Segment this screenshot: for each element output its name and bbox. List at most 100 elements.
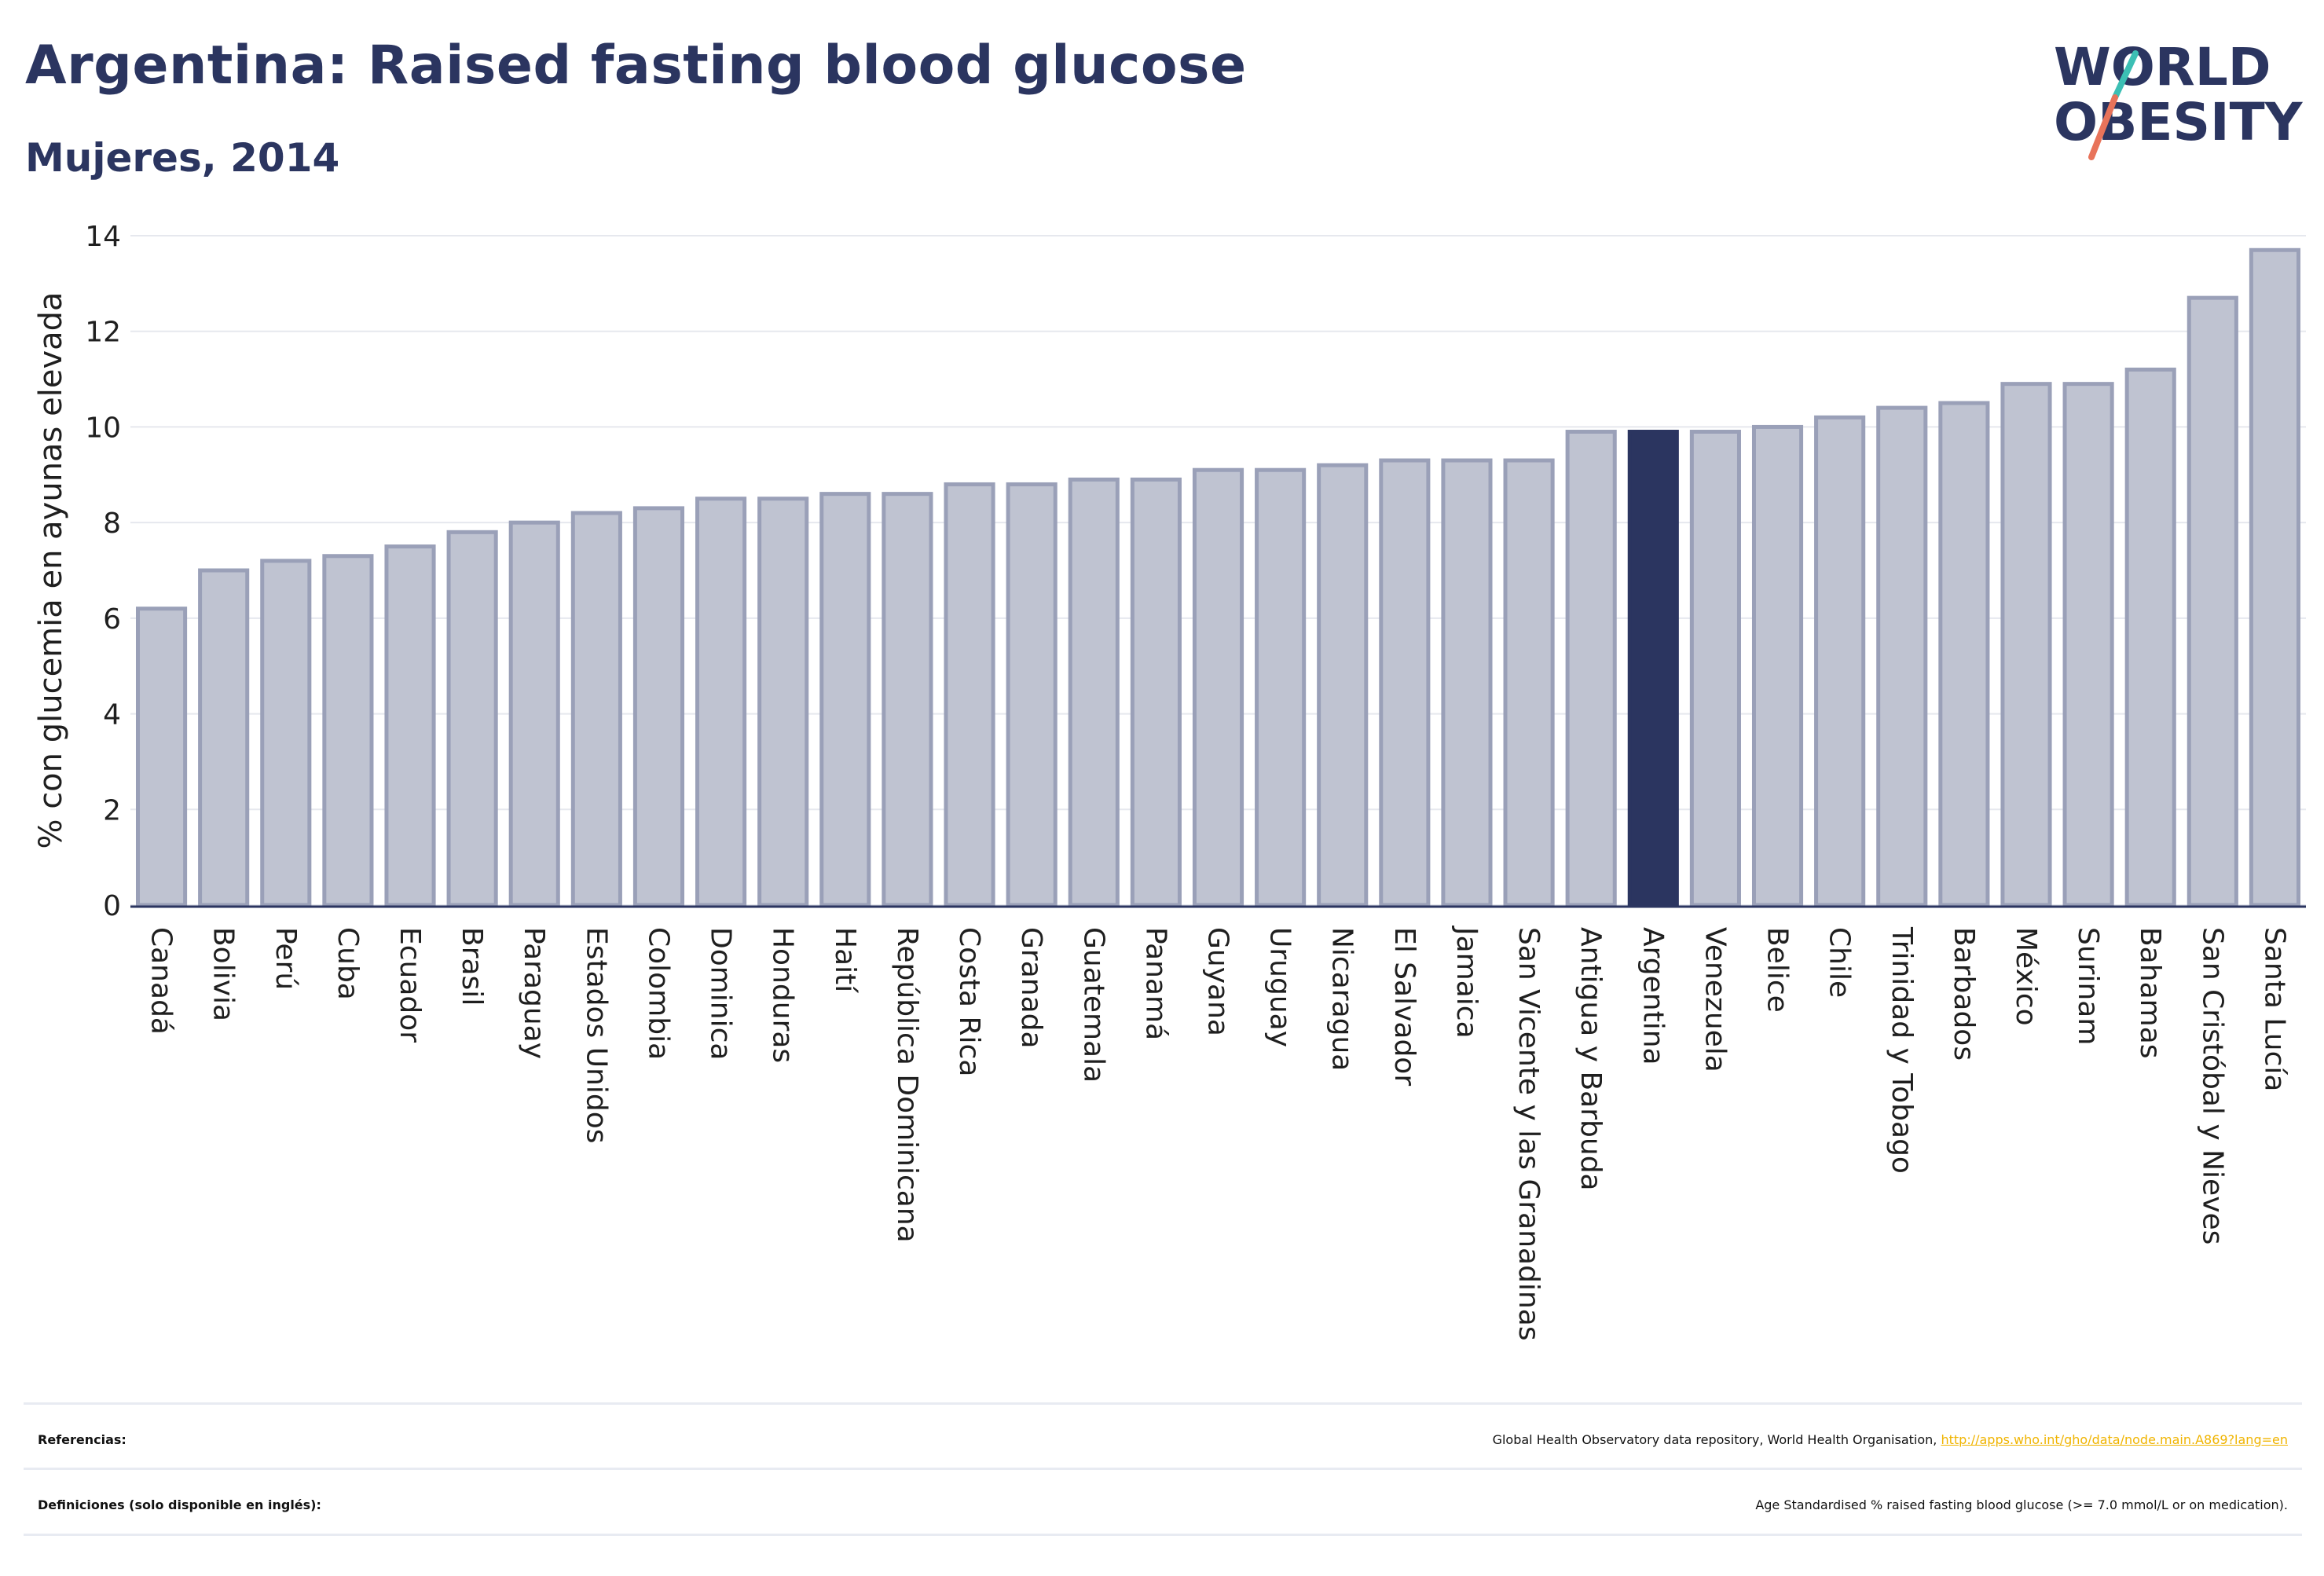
bar <box>819 492 871 907</box>
chart-title: Argentina: Raised fasting blood glucose <box>25 35 1247 97</box>
x-tick-label: Dominica <box>705 927 737 1061</box>
bar <box>570 511 622 907</box>
y-tick-label: 6 <box>103 603 121 636</box>
x-tick-label: Haití <box>829 927 861 993</box>
bar <box>757 497 809 907</box>
x-tick-label: Chile <box>1824 927 1856 998</box>
bar <box>1441 458 1493 907</box>
x-tick-label: Guyana <box>1202 927 1234 1036</box>
x-tick-label: Venezuela <box>1699 927 1731 1072</box>
bar <box>1938 401 1990 907</box>
bar <box>1565 430 1617 907</box>
x-tick-label: Belice <box>1761 927 1794 1013</box>
bar <box>1006 482 1058 907</box>
y-axis-ticks: 0 2 4 6 8 10 12 14 <box>85 221 121 922</box>
x-tick-label: San Cristóbal y Nieves <box>2196 927 2228 1244</box>
bar <box>1068 477 1120 907</box>
references-link[interactable]: http://apps.who.int/gho/data/node.main.A… <box>1941 1431 2288 1447</box>
x-tick-label: Paraguay <box>518 927 550 1059</box>
chart-subtitle: Mujeres, 2014 <box>25 135 340 181</box>
references-value: Global Health Observatory data repositor… <box>1493 1432 2288 1447</box>
y-tick-label: 4 <box>103 699 121 731</box>
x-tick-label: Guatemala <box>1077 927 1109 1083</box>
bar <box>1379 458 1431 907</box>
x-tick-label: Cuba <box>332 927 364 1000</box>
logo-line1: WORLD <box>2054 37 2271 97</box>
bar <box>260 559 312 907</box>
bar <box>198 568 250 907</box>
bar <box>1689 430 1741 907</box>
bar <box>2062 382 2114 907</box>
x-tick-label: Brasil <box>456 927 488 1006</box>
footer-definitions-row: Definiciones (solo disponible en inglés)… <box>24 1473 2302 1536</box>
x-tick-label: Bolivia <box>207 927 240 1021</box>
bar <box>2124 367 2176 907</box>
x-tick-label: Estados Unidos <box>580 927 612 1144</box>
x-tick-label: Canadá <box>145 927 178 1035</box>
x-tick-label: Nicaragua <box>1326 927 1358 1071</box>
x-tick-label: Surinam <box>2072 927 2104 1045</box>
references-text: Global Health Observatory data repositor… <box>1492 1431 1937 1447</box>
x-tick-label: Perú <box>269 927 302 990</box>
x-tick-label: México <box>2010 927 2042 1026</box>
x-tick-label: Antigua y Barbuda <box>1574 927 1607 1191</box>
bar <box>508 520 560 907</box>
bar <box>1751 424 1804 907</box>
bar-layer <box>130 247 2306 908</box>
bar <box>2187 295 2238 907</box>
x-tick-label: República Dominicana <box>891 927 923 1243</box>
definitions-label: Definiciones (solo disponible en inglés)… <box>38 1497 321 1512</box>
bar <box>384 544 436 907</box>
footer-divider-top <box>24 1402 2302 1405</box>
x-tick-label: Uruguay <box>1264 927 1296 1047</box>
x-tick-label: Granada <box>1015 927 1047 1049</box>
bar <box>135 607 188 907</box>
x-axis-ticks: Canadá Bolivia Perú Cuba Ecuador Brasil Paragu… <box>145 925 2291 1341</box>
bar <box>1255 467 1307 907</box>
bar <box>1317 463 1369 907</box>
bar <box>1814 415 1866 907</box>
bar <box>1876 405 1928 907</box>
bar <box>632 506 685 907</box>
references-label: Referencias: <box>38 1431 126 1447</box>
logo-slash-top <box>2112 50 2139 101</box>
bar <box>695 497 747 907</box>
x-tick-label: Argentina <box>1637 927 1669 1065</box>
bar-highlighted <box>1627 430 1679 907</box>
x-tick-label: Trinidad y Tobago <box>1886 926 1918 1174</box>
x-tick-label: Panamá <box>1139 927 1171 1040</box>
y-tick-label: 8 <box>103 508 121 540</box>
bar-chart: 0 2 4 6 8 10 12 14 Canadá Bolivia Perú Cuba Ecuador… <box>33 221 2306 1341</box>
x-tick-label: Honduras <box>767 927 799 1063</box>
bar <box>446 530 498 907</box>
bar <box>1130 477 1182 907</box>
bar <box>882 492 933 907</box>
y-tick-label: 10 <box>85 412 121 444</box>
definitions-text: Age Standardised % raised fasting blood … <box>1755 1497 2288 1512</box>
bar <box>1503 458 1555 907</box>
bar <box>2249 247 2301 907</box>
x-tick-label: Costa Rica <box>953 927 985 1076</box>
x-tick-label: San Vicente y las Granadinas <box>1512 927 1545 1341</box>
x-tick-label: Colombia <box>642 927 674 1060</box>
bar <box>322 554 374 907</box>
x-tick-label: Barbados <box>1948 927 1980 1061</box>
x-tick-label: Jamaica <box>1450 925 1483 1039</box>
x-tick-label: Ecuador <box>394 927 426 1043</box>
footer-divider-bottom <box>24 1534 2302 1536</box>
y-tick-label: 12 <box>85 317 121 349</box>
footer-references-row: Referencias: Global Health Observatory d… <box>24 1408 2302 1471</box>
footer-divider-mid <box>24 1468 2302 1470</box>
y-tick-label: 14 <box>85 221 121 253</box>
bar <box>2000 382 2052 907</box>
x-tick-label: Bahamas <box>2134 927 2166 1059</box>
y-axis-label: % con glucemia en ayunas elevada <box>33 291 69 848</box>
y-tick-label: 0 <box>103 890 121 922</box>
logo-slash-bottom <box>2088 94 2118 160</box>
bar <box>1192 467 1244 907</box>
bar <box>944 482 995 907</box>
x-tick-label: El Salvador <box>1388 927 1420 1086</box>
world-obesity-logo: WORLD OBESITY <box>2054 37 2304 160</box>
y-tick-label: 2 <box>103 794 121 826</box>
x-tick-label: Santa Lucía <box>2258 927 2290 1091</box>
